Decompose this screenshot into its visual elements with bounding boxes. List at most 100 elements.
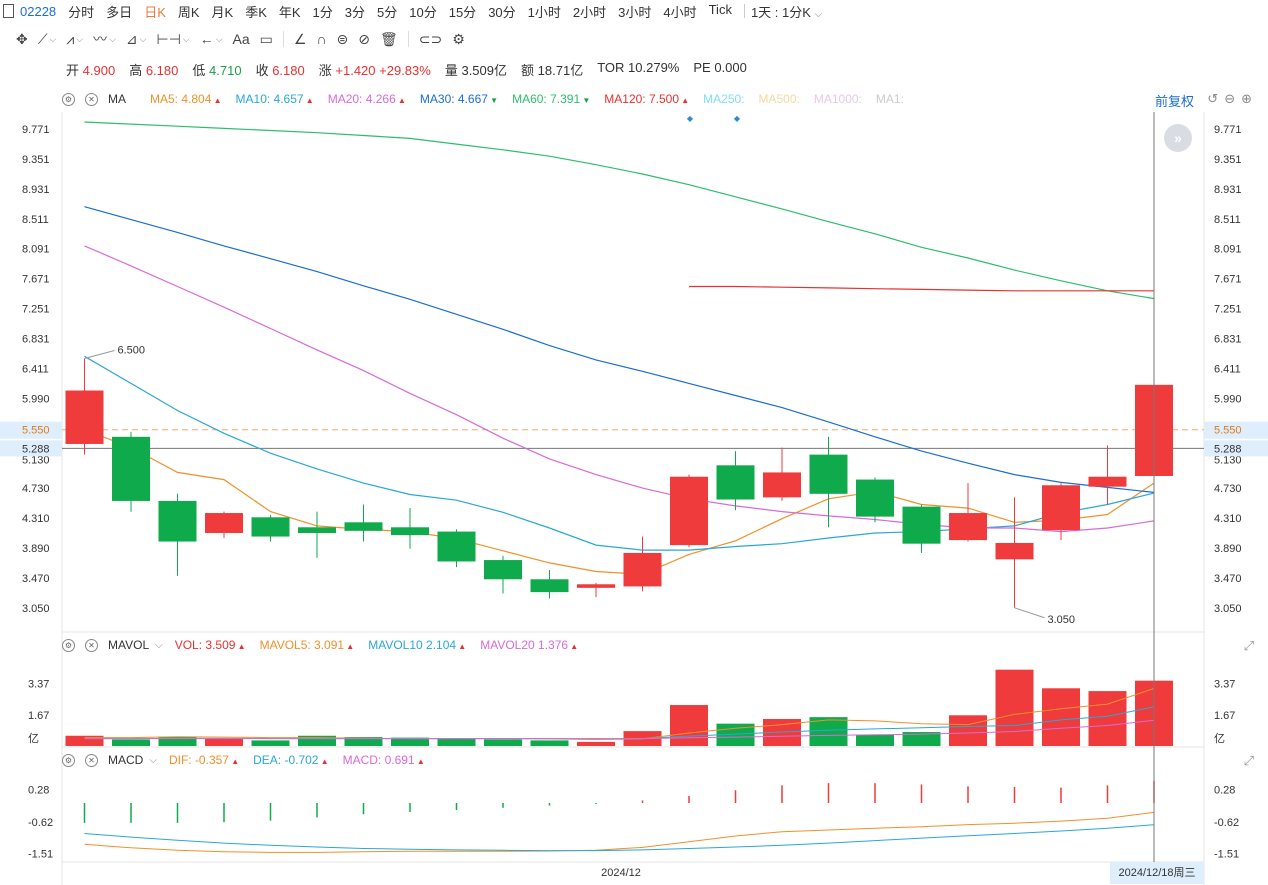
expand-icon[interactable]: ⤢ xyxy=(1243,638,1254,653)
candle-body xyxy=(577,584,615,588)
candle-body xyxy=(530,579,569,593)
vol-legend-value: 3.091 xyxy=(314,638,345,652)
close-quote: 收 6.180 xyxy=(256,60,305,79)
change-label: 涨 xyxy=(318,63,332,78)
period-tab[interactable]: 年K xyxy=(278,4,301,20)
period-tab[interactable]: 1小时 xyxy=(527,4,561,20)
period-tab[interactable]: 30分 xyxy=(488,4,516,20)
arrow-down-icon: ▼ xyxy=(487,96,499,105)
period-tab[interactable]: 多日 xyxy=(106,4,133,20)
settings-icon[interactable]: ⚙ xyxy=(62,92,75,106)
zoom-in-icon[interactable]: ⊕ xyxy=(1241,91,1252,106)
macd-indicator-name[interactable]: MACD xyxy=(108,753,144,767)
ma-legend-item: MA120: 7.500 ▲ xyxy=(604,92,689,106)
adjust-select[interactable]: 前复权 xyxy=(1154,94,1194,109)
stock-code[interactable]: 02228 xyxy=(20,3,57,19)
low-annotation: 3.050 xyxy=(1048,614,1076,626)
candle-body xyxy=(112,436,150,501)
lock-tool-icon[interactable]: ⊜ xyxy=(336,30,349,47)
chevron-down-icon[interactable]: ⌵ xyxy=(149,754,157,766)
checkbox-icon[interactable] xyxy=(3,4,14,18)
settings-icon[interactable]: ⚙ xyxy=(62,753,75,767)
ruler-tool-icon[interactable]: ∠ xyxy=(293,30,307,47)
wave-tool-icon[interactable]: 〰 ⌵ xyxy=(93,31,116,47)
text-tool-icon[interactable]: Aa xyxy=(232,31,250,47)
interval-select[interactable]: 1天 : 1分K ⌵ xyxy=(751,2,822,21)
drawing-toolbar: ✥ ⟋ ⌵ ⩘ ⌵ 〰 ⌵ ⊿ ⌵ ⊢⊣ ⌵ ← ⌵ Aa ▭ ∠ ∩ ⊜ ⊘ 🗑 ⊂⊃ ⚙ xyxy=(0,26,1268,52)
period-tab[interactable]: 3小时 xyxy=(618,4,652,20)
macd-legend-item: DEA: -0.702 ▲ xyxy=(253,753,329,767)
period-tab[interactable]: 15分 xyxy=(448,4,477,20)
candle-body xyxy=(1088,476,1127,487)
period-tab[interactable]: 1分 xyxy=(312,4,333,20)
line-tool-icon[interactable]: ⟋ ⌵ xyxy=(37,30,57,47)
line-dif xyxy=(84,811,1155,853)
price-tick-left: 8.091 xyxy=(22,244,50,256)
move-tool-icon[interactable]: ✥ xyxy=(16,30,28,47)
vol-indicator-name[interactable]: MAVOL xyxy=(108,638,150,652)
ma-legend-label: MA10: xyxy=(235,92,274,106)
period-tab[interactable]: 10分 xyxy=(409,4,437,20)
expand-icon[interactable]: ⤢ xyxy=(1243,753,1254,768)
close-icon[interactable]: ✕ xyxy=(85,753,98,767)
period-tab[interactable]: 分时 xyxy=(68,4,95,20)
close-icon[interactable]: ✕ xyxy=(85,638,98,652)
price-tick-left: 9.771 xyxy=(22,124,50,136)
close-icon[interactable]: ✕ xyxy=(85,92,98,106)
price-tick-left: 3.050 xyxy=(22,603,50,615)
period-tab[interactable]: 周K xyxy=(177,4,200,20)
period-tab[interactable]: 日K xyxy=(144,4,166,20)
high-quote: 高 6.180 xyxy=(129,60,178,79)
open-value: 4.900 xyxy=(82,63,116,78)
range-tool-icon[interactable]: ⊢⊣ ⌵ xyxy=(156,30,190,47)
hide-tool-icon[interactable]: ⊘ xyxy=(358,30,370,47)
candle-body xyxy=(623,552,662,587)
vol-legend-label: MAVOL20 xyxy=(480,638,539,652)
reset-icon[interactable]: ↺ xyxy=(1207,91,1219,106)
period-toolbar: 02228 分时 多日 日K 周K 月K 季K 年K 1分 3分 5分 10分 15分 30分 1小时 2小… xyxy=(0,0,1268,22)
expand-button[interactable]: » xyxy=(1164,124,1192,152)
volume-bar xyxy=(437,738,476,746)
zoom-out-icon[interactable]: ⊖ xyxy=(1224,91,1236,106)
trash-icon[interactable]: 🗑 xyxy=(380,30,398,47)
period-tab[interactable]: 5分 xyxy=(377,4,398,20)
close-value: 6.180 xyxy=(272,63,305,78)
period-tab[interactable]: 季K xyxy=(245,4,267,20)
link-icon[interactable]: ⊂⊃ xyxy=(418,30,443,47)
price-tick-left: 7.671 xyxy=(22,274,50,286)
macd-legend-label: DIF: xyxy=(168,753,195,767)
settings-icon[interactable]: ⚙ xyxy=(452,30,465,47)
magnet-tool-icon[interactable]: ∩ xyxy=(316,31,327,47)
ma-legend-item: MA5: 4.804 ▲ xyxy=(150,92,222,106)
ma-legend-label: MA30: xyxy=(419,92,458,106)
price-tick-left: 3.470 xyxy=(22,573,50,585)
ma-indicator-name[interactable]: MA xyxy=(108,92,126,106)
period-tab[interactable]: 4小时 xyxy=(663,4,697,20)
event-marker-icon: ◆ xyxy=(734,114,741,123)
price-tick-right: 9.771 xyxy=(1214,124,1242,136)
arrow-tool-icon[interactable]: ← ⌵ xyxy=(199,31,223,47)
settings-icon[interactable]: ⚙ xyxy=(62,638,75,652)
macd-legend-label: DEA: xyxy=(253,753,285,767)
channel-tool-icon[interactable]: ⩘ ⌵ xyxy=(66,30,84,47)
fib-tool-icon[interactable]: ⊿ ⌵ xyxy=(125,30,147,47)
ma-legend-label: MA60: xyxy=(512,92,551,106)
vol-items: VOL: 3.509 ▲ MAVOL5: 3.091 ▲ MAVOL10 2.104… xyxy=(175,638,592,652)
price-tick-left: 9.351 xyxy=(22,154,50,166)
crosshair-date-tag xyxy=(1110,862,1204,884)
macd-items: DIF: -0.357 ▲ DEA: -0.702 ▲ MACD: 0.691 ▲ xyxy=(169,753,439,767)
chevron-down-icon[interactable]: ⌵ xyxy=(155,639,163,651)
line-mavol5 xyxy=(84,688,1155,741)
period-tab[interactable]: Tick xyxy=(708,1,732,17)
crosshair-date: 2024/12/18周三 xyxy=(1118,866,1195,879)
ma-legend-item: MA500: xyxy=(759,92,800,106)
volume-bar xyxy=(65,735,104,746)
period-tab[interactable]: 3分 xyxy=(344,4,366,20)
period-tab[interactable]: 2小时 xyxy=(572,4,607,20)
vol-tick-left: 3.37 xyxy=(28,678,49,690)
comment-tool-icon[interactable]: ▭ xyxy=(259,30,273,47)
volume-bar xyxy=(251,740,290,746)
ma-legend-item: MA60: 7.391 ▼ xyxy=(512,92,590,106)
period-tab[interactable]: 月K xyxy=(211,4,234,20)
